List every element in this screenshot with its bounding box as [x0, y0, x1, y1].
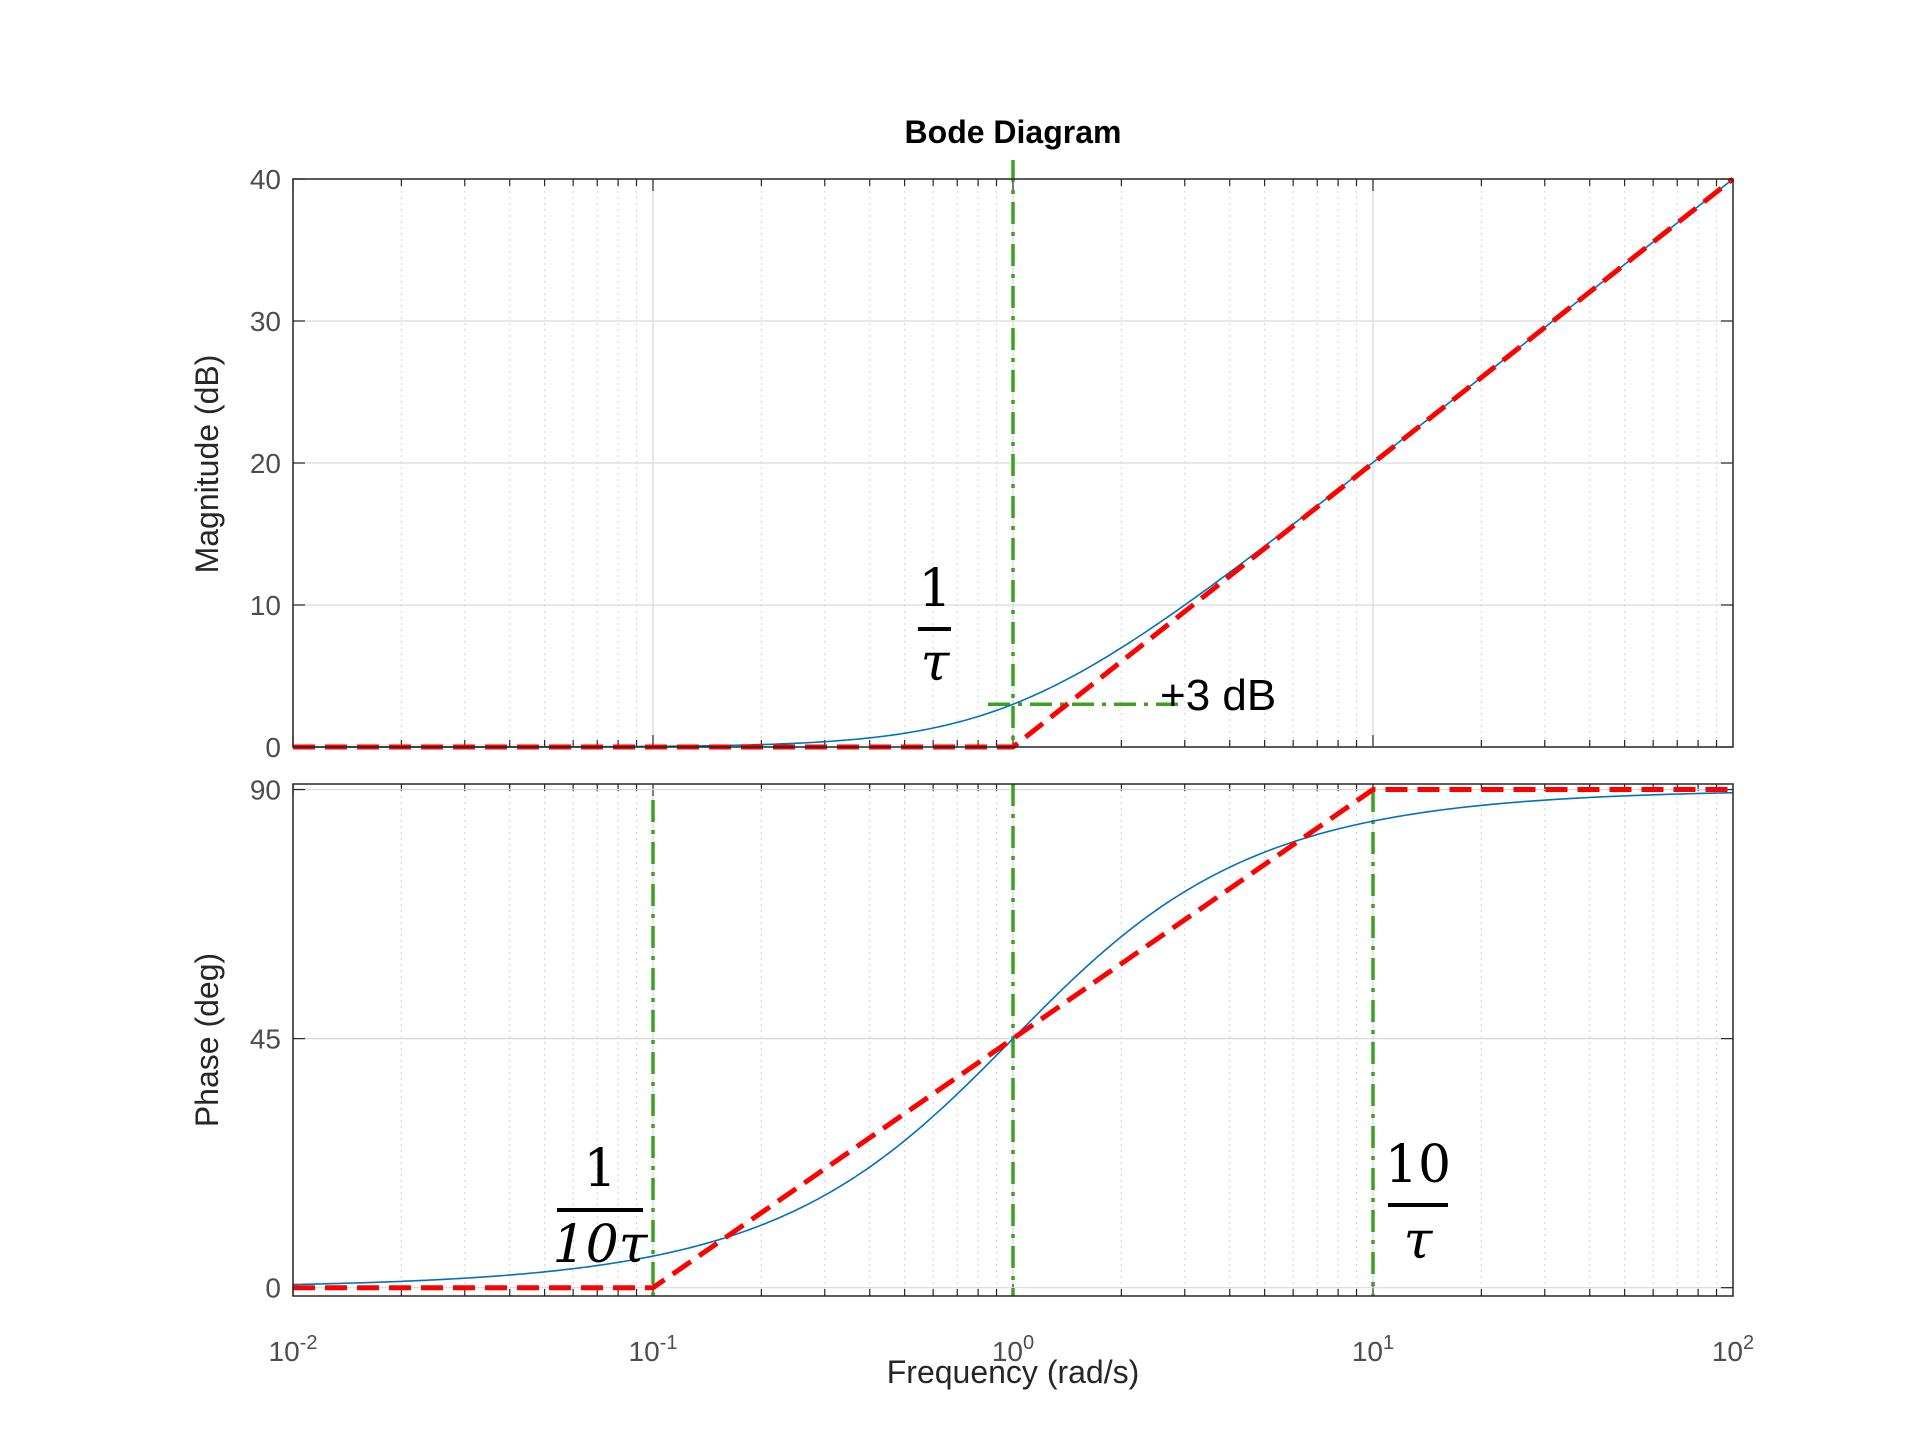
y-tick-label: 30: [250, 306, 281, 337]
plus-3db-label: +3 dB: [1160, 671, 1276, 720]
annotation-1-over-10tau-numerator: 1: [583, 1139, 616, 1199]
annotation-plus-3db: +3 dB: [1160, 671, 1276, 720]
x-tick-label: 102: [1712, 1332, 1754, 1367]
annotation-1-over-tau: 1 τ: [918, 559, 952, 693]
phase-y-ticks: 0 45 90: [250, 775, 281, 1304]
annotation-1-over-10tau: 1 10τ: [553, 1139, 649, 1275]
magnitude-y-ticks: 0 10 20 30 40: [250, 164, 281, 763]
phase-markers: [651, 784, 1375, 1296]
x-axis-label: Frequency (rad/s): [887, 1354, 1140, 1390]
x-tick-label: 101: [1352, 1332, 1394, 1367]
annotation-10-over-tau-denominator: τ: [1404, 1211, 1434, 1271]
annotation-10-over-tau: 10 τ: [1385, 1135, 1451, 1271]
annotation-1-over-10tau-denominator: 10τ: [553, 1215, 649, 1275]
y-tick-label: 90: [250, 775, 281, 806]
magnitude-markers: [988, 160, 1180, 747]
y-tick-label: 0: [265, 1273, 281, 1304]
phase-y-axis-label: Phase (deg): [189, 953, 225, 1127]
magnitude-y-axis-label: Magnitude (dB): [189, 355, 225, 574]
magnitude-panel: 0 10 20 30 40 Magnitude (dB): [189, 160, 1735, 763]
y-tick-label: 0: [265, 732, 281, 763]
y-tick-label: 20: [250, 448, 281, 479]
phase-series: [292, 787, 1734, 1291]
x-tick-label: 100: [992, 1332, 1034, 1367]
x-tick-label: 10-2: [269, 1332, 318, 1367]
x-tick-label: 10-1: [629, 1332, 678, 1367]
chart-title: Bode Diagram: [905, 114, 1122, 150]
y-tick-label: 40: [250, 164, 281, 195]
annotation-10-over-tau-numerator: 10: [1385, 1135, 1451, 1195]
x-axis-tick-labels: 10-2 10-1 100 101 102: [269, 1332, 1755, 1367]
y-tick-label: 45: [250, 1024, 281, 1055]
annotation-1-over-tau-numerator: 1: [918, 559, 951, 619]
ph-asymptote-line: [293, 787, 1733, 1291]
y-tick-label: 10: [250, 590, 281, 621]
magnitude-frame: [292, 178, 1734, 748]
annotation-1-over-tau-denominator: τ: [921, 633, 951, 693]
phase-frame: [292, 783, 1734, 1297]
ph-exact-response-line: [292, 791, 1734, 1286]
